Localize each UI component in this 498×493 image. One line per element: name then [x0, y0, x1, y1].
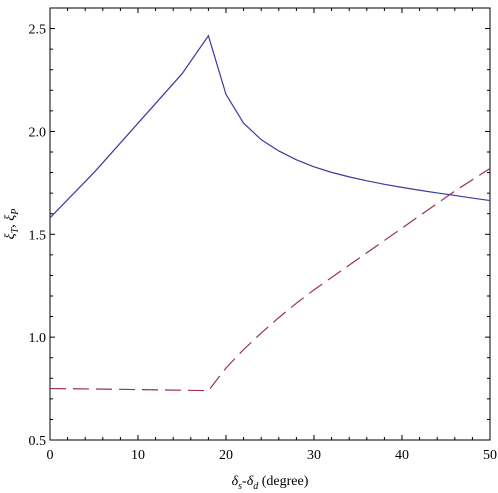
series-line-solid [49, 34, 491, 219]
x-tick-label: 10 [131, 448, 145, 463]
x-tick-label: 20 [219, 448, 233, 463]
x-label-unit: (degree) [258, 474, 308, 489]
y-label-sub-2: P [10, 209, 21, 216]
y-tick-label: 2.0 [29, 125, 47, 140]
y-label-xi-2: ξ [3, 215, 18, 221]
x-tick-label: 0 [47, 448, 54, 463]
x-label-delta-2: δ [247, 474, 254, 489]
y-tick-label: 0.5 [29, 434, 47, 449]
x-label-sub-1: s [238, 481, 242, 492]
y-tick-label: 1.0 [29, 331, 47, 346]
x-label-sub-2: d [253, 481, 259, 492]
y-label-xi-1: ξ [3, 233, 18, 239]
series-line-dashed [49, 167, 491, 392]
x-tick-label: 30 [307, 448, 321, 463]
y-tick-label: 2.5 [29, 23, 47, 38]
x-tick-label: 40 [395, 448, 409, 463]
tick-group: 0 10 20 30 40 50 0.5 1.0 1.5 2.0 2.5 [29, 7, 497, 463]
x-label-dash: - [242, 474, 247, 489]
y-tick-label: 1.5 [29, 228, 47, 243]
x-axis-label: δs-δd (degree) [232, 474, 309, 492]
plot-frame [49, 7, 491, 441]
y-axis-label: ξT, ξP [3, 209, 21, 240]
x-tick-label: 50 [483, 448, 497, 463]
x-label-delta-1: δ [232, 474, 239, 489]
series-group [49, 34, 491, 392]
y-label-sep: , [3, 221, 18, 228]
y-label-sub-1: T [10, 226, 21, 233]
